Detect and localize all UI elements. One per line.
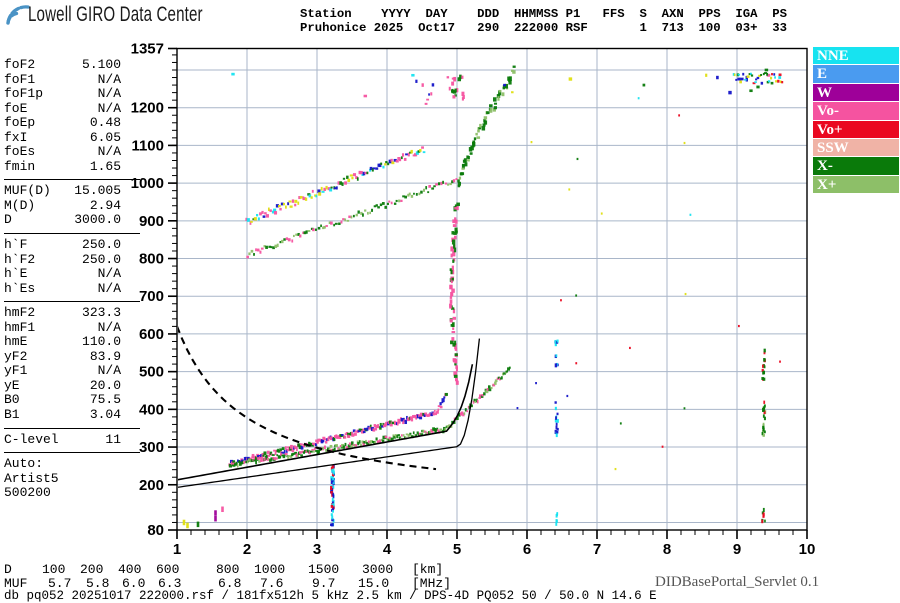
- svg-text:7: 7: [593, 541, 601, 558]
- svg-text:5: 5: [453, 541, 461, 558]
- svg-text:6: 6: [523, 541, 531, 558]
- svg-text:800: 800: [139, 251, 164, 268]
- svg-text:900: 900: [139, 213, 164, 230]
- svg-text:600: 600: [139, 326, 164, 343]
- svg-text:1200: 1200: [131, 100, 164, 117]
- svg-text:9: 9: [733, 541, 741, 558]
- svg-text:400: 400: [139, 401, 164, 418]
- svg-text:10: 10: [799, 541, 816, 558]
- svg-text:500: 500: [139, 364, 164, 381]
- svg-text:2: 2: [243, 541, 251, 558]
- svg-text:1: 1: [173, 541, 181, 558]
- svg-text:700: 700: [139, 288, 164, 305]
- svg-text:200: 200: [139, 477, 164, 494]
- svg-text:4: 4: [383, 541, 392, 558]
- svg-text:1100: 1100: [131, 137, 164, 154]
- svg-text:1357: 1357: [131, 41, 164, 58]
- svg-text:1000: 1000: [131, 175, 164, 192]
- svg-text:80: 80: [147, 522, 164, 539]
- svg-text:8: 8: [663, 541, 671, 558]
- svg-text:3: 3: [313, 541, 321, 558]
- svg-text:300: 300: [139, 439, 164, 456]
